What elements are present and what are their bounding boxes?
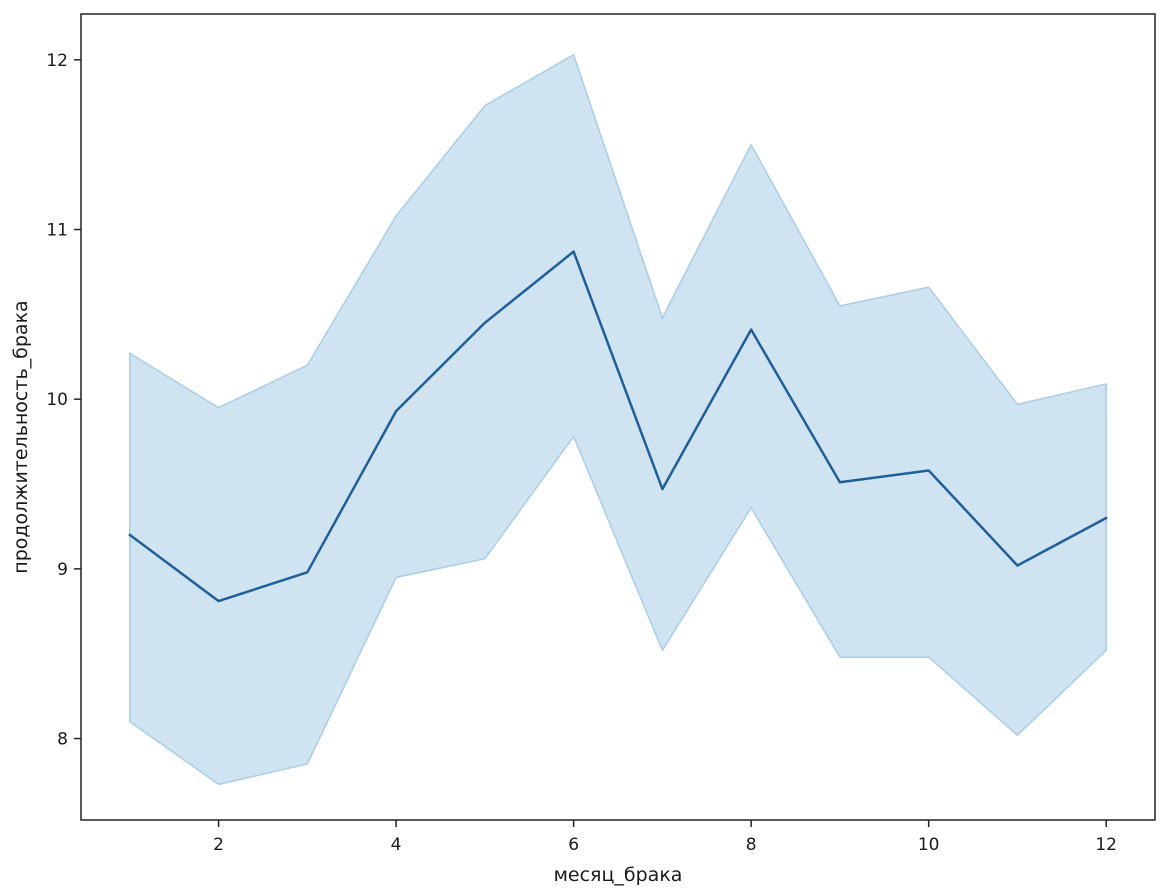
y-axis-ticks: 8 9 10 11 12: [46, 51, 81, 750]
x-axis-ticks: 2 4 6 8 10 12: [213, 820, 1117, 855]
y-tick-label: 12: [46, 51, 68, 71]
x-axis-label: месяц_брака: [554, 864, 683, 886]
x-tick-label: 6: [568, 835, 579, 855]
y-tick-label: 8: [57, 730, 68, 750]
x-tick-label: 12: [1095, 835, 1117, 855]
y-tick-label: 11: [46, 220, 68, 240]
series-line-layer: [128, 250, 1108, 603]
series-line: [128, 250, 1108, 603]
y-axis-label: продолжительность_брака: [10, 300, 32, 573]
x-tick-label: 8: [746, 835, 757, 855]
plot-area-frame: [80, 13, 1156, 821]
y-tick-label: 10: [46, 390, 68, 410]
confidence-band: [129, 53, 1107, 786]
x-tick-label: 10: [918, 835, 940, 855]
x-tick-label: 2: [213, 835, 224, 855]
y-tick-label: 9: [57, 560, 68, 580]
confidence-band-layer: [129, 53, 1107, 786]
x-tick-label: 4: [391, 835, 402, 855]
